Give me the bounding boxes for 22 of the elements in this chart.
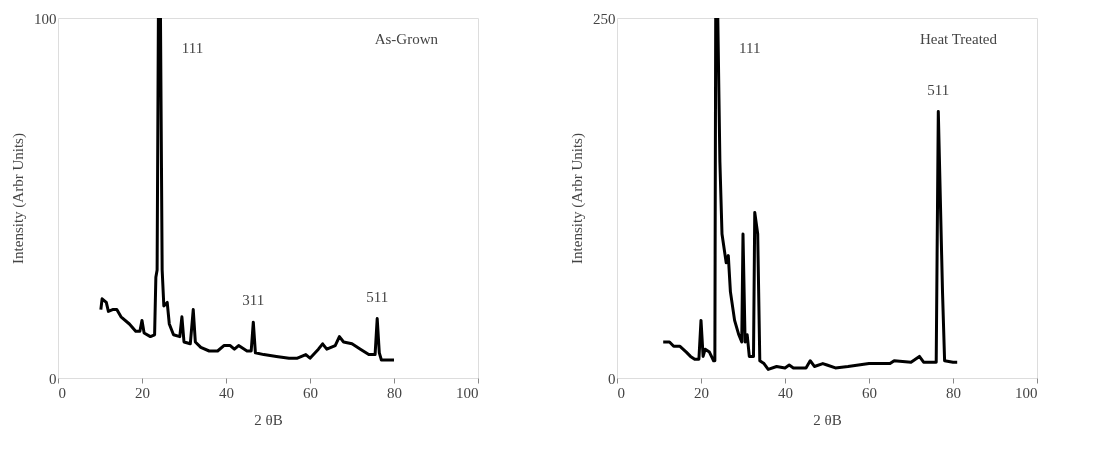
annotation: 511: [366, 288, 389, 305]
y-axis-title: Intensity (Arbr Units): [10, 133, 27, 264]
x-tick-label: 100: [456, 384, 479, 401]
annotation: 111: [739, 40, 761, 56]
y-axis-title: Intensity (Arbr Units): [569, 133, 586, 264]
x-tick-label: 80: [387, 384, 402, 401]
annotation: 511: [927, 81, 950, 98]
x-tick-label: 40: [778, 384, 793, 401]
annotation: 311: [242, 292, 265, 309]
x-tick-label: 20: [694, 384, 709, 401]
x-tick-label: 60: [862, 384, 877, 401]
annotation: 111: [181, 40, 204, 56]
annotation: Heat Treated: [919, 31, 998, 47]
x-axis-title: 2 θB: [254, 411, 283, 428]
x-tick-label: 100: [1015, 384, 1038, 401]
x-tick-label: 20: [135, 384, 150, 401]
annotation: As-Grown: [374, 31, 439, 47]
x-axis-title: 2 θB: [813, 411, 842, 428]
x-tick-label: 60: [303, 384, 318, 401]
x-tick-label: 80: [946, 384, 961, 401]
x-tick-label: 40: [219, 384, 234, 401]
y-tick-label: 250: [593, 10, 616, 27]
